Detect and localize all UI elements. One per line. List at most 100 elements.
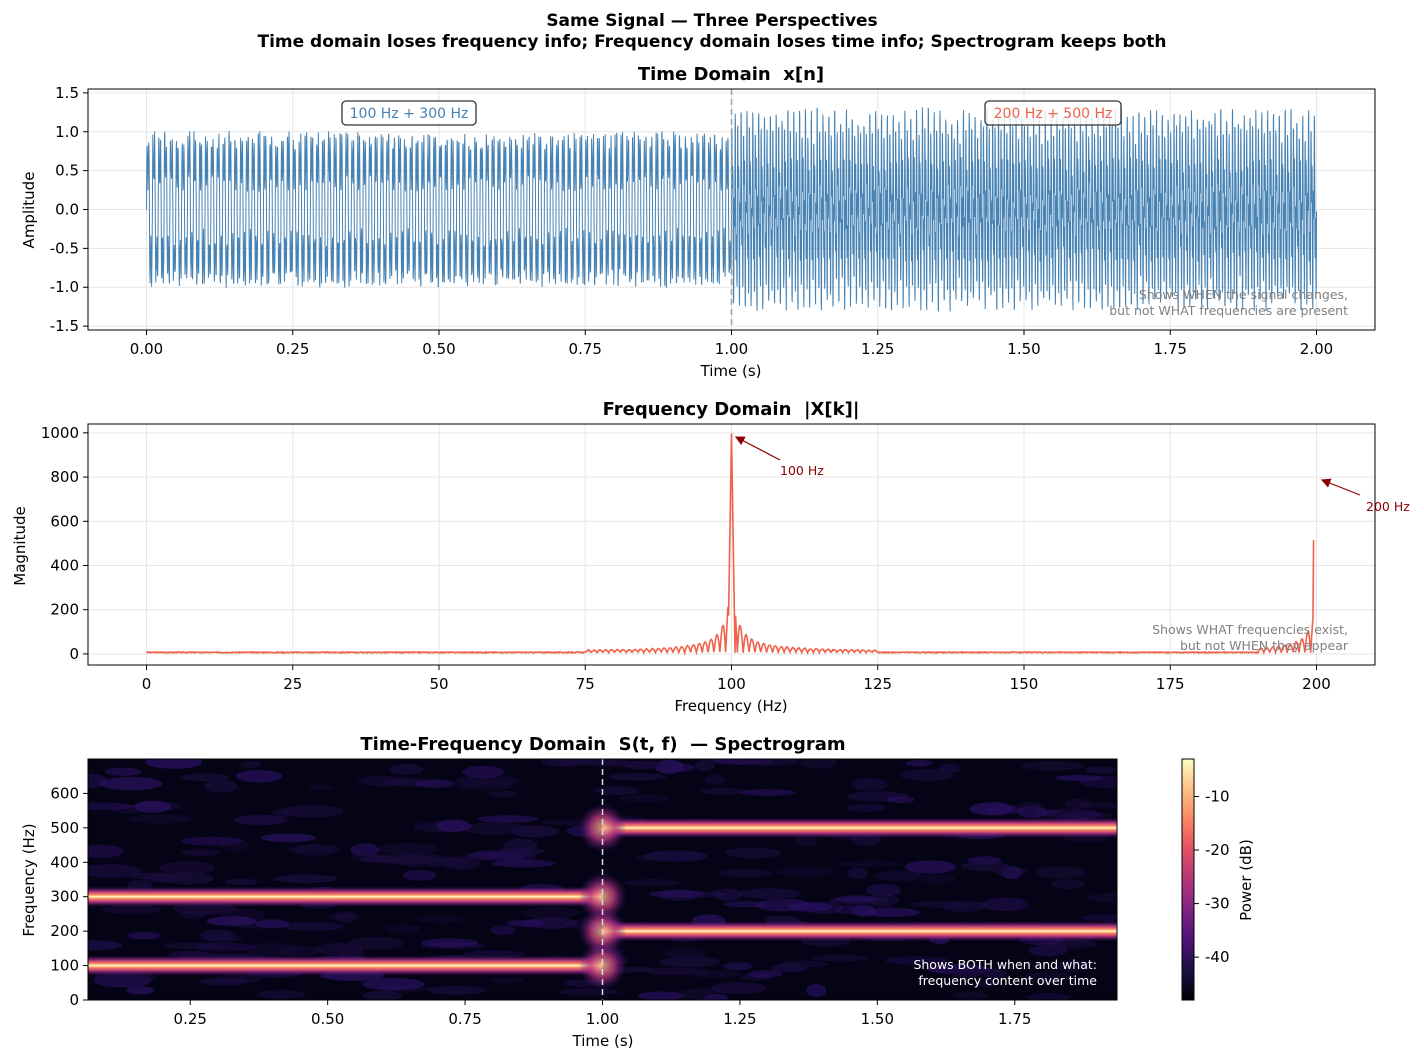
- noise-texture: [243, 942, 300, 956]
- x-tick-label: 175: [1156, 675, 1185, 693]
- noise-texture: [376, 842, 438, 855]
- noise-texture: [402, 870, 437, 881]
- noise-texture: [643, 967, 708, 976]
- transition-smear: [578, 941, 627, 990]
- noise-texture: [490, 925, 516, 935]
- x-tick-label: 2.00: [1300, 340, 1333, 358]
- noise-texture: [281, 805, 344, 818]
- x-tick-label: 200: [1302, 675, 1331, 693]
- freq-y-label: Magnitude: [11, 506, 29, 585]
- noise-texture: [506, 919, 546, 927]
- noise-texture: [145, 759, 203, 769]
- frequency-domain-panel: Frequency Domain |X[k]| 0 25 50 75 100 125 150…: [11, 399, 1410, 715]
- noise-texture: [779, 960, 828, 968]
- x-tick-label: 100: [717, 675, 746, 693]
- noise-texture: [456, 778, 515, 791]
- y-tick-label: 1.5: [55, 84, 79, 102]
- noise-texture: [710, 982, 768, 994]
- noise-texture: [347, 936, 404, 950]
- y-tick-label: 0.0: [55, 201, 79, 219]
- magnitude-spectrum-line: [146, 433, 1315, 656]
- freq-y-ticks: 1000 800 600 400 200 0: [41, 424, 88, 663]
- spectrogram-band: [602, 817, 1117, 838]
- x-tick-label: 0.50: [311, 1010, 344, 1028]
- x-tick-label: 1.50: [1007, 340, 1040, 358]
- noise-texture: [425, 856, 469, 868]
- noise-texture: [1043, 808, 1102, 821]
- noise-texture: [309, 784, 334, 791]
- noise-texture: [199, 929, 236, 941]
- colorbar-ticks: -10 -20 -30 -40: [1194, 787, 1230, 966]
- spec-x-ticks: 0.25 0.50 0.75 1.00 1.25 1.50 1.75: [174, 1000, 1031, 1028]
- x-tick-label: 1.50: [861, 1010, 894, 1028]
- x-tick-label: 75: [576, 675, 595, 693]
- freq-annotation-arrow-2: [1320, 478, 1361, 496]
- spec-y-label: Frequency (Hz): [20, 823, 38, 936]
- noise-texture: [905, 759, 933, 767]
- noise-texture: [100, 904, 162, 914]
- noise-texture: [385, 924, 420, 934]
- noise-texture: [900, 769, 954, 781]
- time-note-line-2: but not WHAT frequencies are present: [1109, 303, 1348, 318]
- noise-texture: [377, 853, 437, 865]
- noise-texture: [88, 802, 134, 810]
- figure-title: Same Signal — Three Perspectives: [546, 11, 877, 31]
- y-tick-label: 1.0: [55, 123, 79, 141]
- noise-texture: [740, 789, 795, 796]
- spec-note-line-2: frequency content over time: [918, 973, 1097, 988]
- noise-texture: [606, 760, 651, 768]
- y-tick-label: 100: [50, 957, 79, 975]
- x-tick-label: 1.25: [723, 1010, 756, 1028]
- y-tick-label: -1.0: [50, 278, 79, 296]
- noise-texture: [420, 938, 479, 947]
- noise-texture: [649, 890, 706, 898]
- freq-x-ticks: 0 25 50 75 100 125 150 175 200: [142, 665, 1331, 693]
- x-tick-label: 1.00: [715, 340, 748, 358]
- noise-texture: [806, 984, 827, 997]
- noise-texture: [235, 770, 283, 783]
- y-tick-label: 0: [69, 991, 79, 1009]
- noise-texture: [702, 994, 729, 1000]
- spectrogram-band: [88, 955, 603, 976]
- noise-texture: [852, 904, 877, 917]
- noise-texture: [204, 779, 238, 793]
- noise-texture: [414, 779, 456, 788]
- noise-texture: [1054, 959, 1089, 972]
- noise-texture: [488, 790, 518, 798]
- spec-plot: [88, 759, 1117, 1000]
- noise-texture: [1054, 775, 1105, 781]
- noise-texture: [257, 989, 306, 999]
- noise-texture: [88, 774, 108, 788]
- transition-smear: [578, 803, 627, 852]
- noise-texture: [800, 759, 837, 769]
- noise-texture: [594, 786, 640, 795]
- noise-texture: [862, 908, 920, 917]
- y-tick-label: 1000: [41, 424, 79, 442]
- noise-texture: [654, 759, 684, 774]
- time-panel-title: Time Domain x[n]: [638, 64, 824, 85]
- freq-grid: [88, 424, 1375, 665]
- freq-annotation-label-2: 200 Hz: [1366, 499, 1410, 514]
- noise-texture: [350, 843, 379, 857]
- colorbar-tick-label: -10: [1205, 787, 1230, 805]
- noise-texture: [1034, 865, 1087, 879]
- y-tick-label: 600: [50, 784, 79, 802]
- noise-texture: [840, 860, 902, 868]
- noise-texture: [456, 774, 519, 787]
- noise-texture: [634, 854, 659, 862]
- noise-texture: [126, 986, 155, 995]
- noise-texture: [214, 974, 263, 984]
- noise-texture: [128, 872, 193, 880]
- noise-texture: [491, 859, 556, 868]
- noise-texture: [427, 985, 486, 995]
- x-tick-label: 0.25: [276, 340, 309, 358]
- noise-texture: [886, 796, 915, 804]
- noise-texture: [748, 970, 783, 978]
- noise-texture: [1085, 766, 1117, 774]
- noise-texture: [921, 873, 955, 885]
- time-x-label: Time (s): [700, 362, 762, 380]
- noise-texture: [836, 905, 866, 915]
- noise-texture: [367, 854, 393, 861]
- noise-texture: [938, 763, 962, 773]
